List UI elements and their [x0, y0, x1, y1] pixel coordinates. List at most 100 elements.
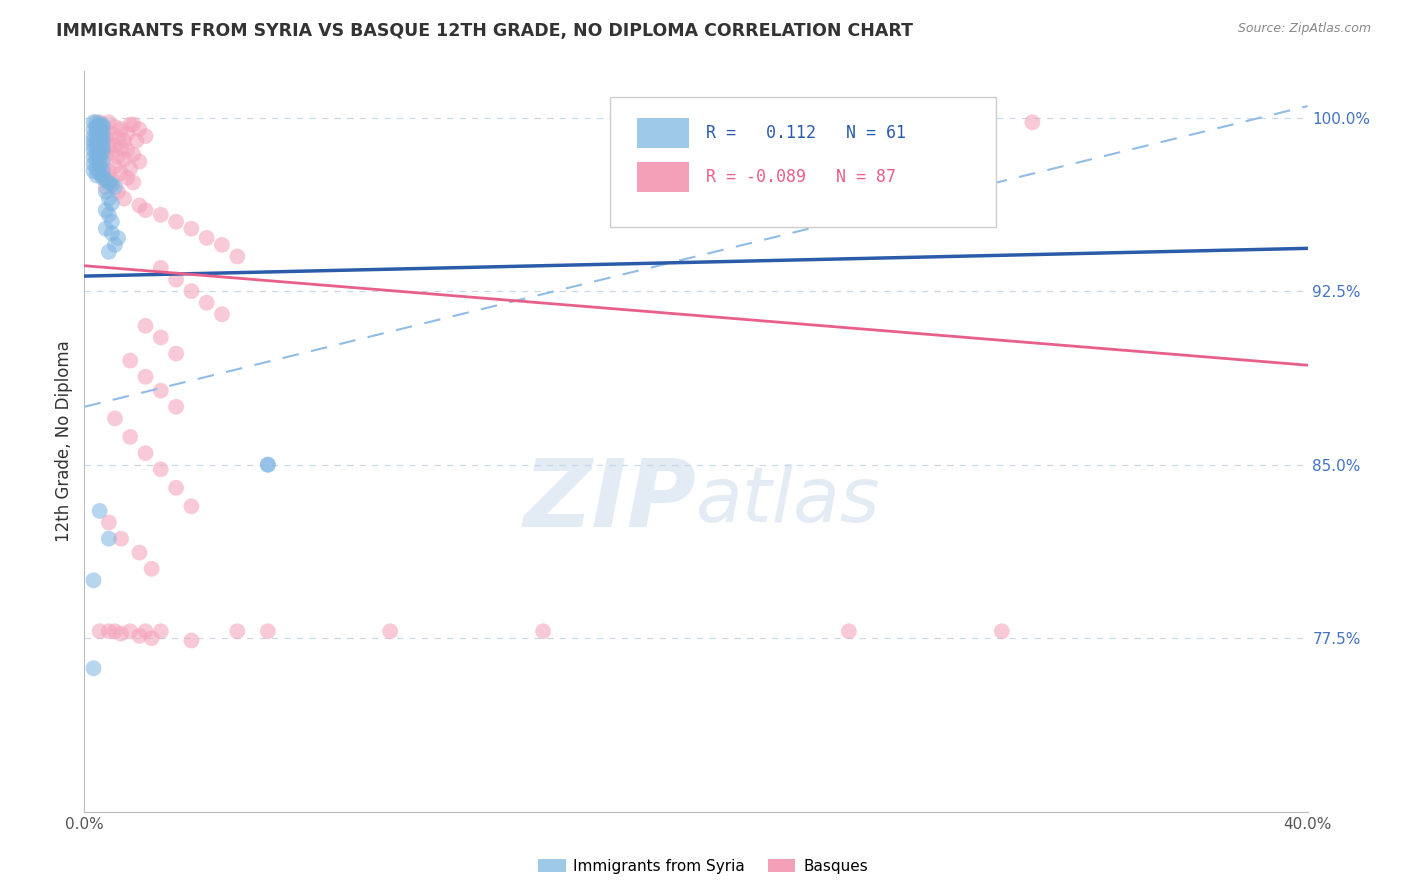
Point — [89, 138, 111, 153]
Point — [128, 154, 150, 169]
Point — [135, 624, 157, 639]
Point — [115, 143, 138, 157]
Point — [101, 173, 124, 187]
Point — [211, 307, 233, 321]
Point — [97, 244, 120, 259]
Point — [165, 346, 187, 360]
Point — [94, 147, 117, 161]
Point — [91, 143, 114, 157]
Point — [97, 138, 120, 153]
Point — [94, 173, 117, 187]
Point — [101, 196, 124, 211]
Point — [83, 157, 105, 171]
Point — [101, 178, 124, 192]
Point — [257, 624, 280, 639]
Point — [110, 122, 132, 136]
Point — [120, 161, 142, 176]
Point — [122, 147, 145, 161]
Point — [94, 131, 117, 145]
Point — [83, 164, 105, 178]
Point — [531, 624, 554, 639]
Text: Source: ZipAtlas.com: Source: ZipAtlas.com — [1237, 22, 1371, 36]
Point — [83, 150, 105, 164]
Point — [89, 166, 111, 180]
Point — [89, 143, 111, 157]
Point — [128, 629, 150, 643]
Point — [86, 120, 108, 134]
Point — [91, 169, 114, 183]
Point — [89, 129, 111, 144]
Point — [91, 131, 114, 145]
Point — [91, 164, 114, 178]
Point — [149, 462, 172, 476]
Bar — [637, 162, 689, 192]
Point — [180, 500, 202, 514]
Point — [97, 208, 120, 222]
Point — [86, 161, 108, 176]
Point — [107, 150, 129, 164]
Y-axis label: 12th Grade, No Diploma: 12th Grade, No Diploma — [55, 341, 73, 542]
Text: R =   0.112   N = 61: R = 0.112 N = 61 — [706, 124, 905, 142]
Point — [165, 215, 187, 229]
Point — [226, 624, 249, 639]
Point — [83, 115, 105, 129]
Point — [83, 143, 105, 157]
Point — [91, 124, 114, 138]
Point — [120, 430, 142, 444]
Point — [91, 136, 114, 150]
Point — [107, 231, 129, 245]
Point — [1021, 115, 1043, 129]
Point — [149, 208, 172, 222]
Point — [110, 532, 132, 546]
Point — [97, 164, 120, 178]
Point — [83, 138, 105, 153]
Point — [97, 176, 120, 190]
Point — [89, 157, 111, 171]
Point — [180, 633, 202, 648]
Point — [135, 203, 157, 218]
Point — [91, 141, 114, 155]
Point — [104, 120, 127, 134]
Point — [89, 118, 111, 132]
Point — [180, 221, 202, 235]
Point — [94, 221, 117, 235]
Point — [89, 504, 111, 518]
Point — [110, 626, 132, 640]
Point — [135, 318, 157, 333]
Point — [86, 136, 108, 150]
Point — [86, 147, 108, 161]
Point — [91, 120, 114, 134]
Point — [165, 272, 187, 286]
Point — [180, 284, 202, 298]
Point — [86, 120, 108, 134]
Bar — [637, 118, 689, 147]
Point — [165, 481, 187, 495]
Point — [89, 624, 111, 639]
Point — [149, 330, 172, 344]
Point — [89, 136, 111, 150]
Point — [97, 192, 120, 206]
Point — [112, 192, 135, 206]
Point — [104, 411, 127, 425]
Point — [135, 446, 157, 460]
Point — [83, 661, 105, 675]
Text: atlas: atlas — [696, 464, 880, 538]
Point — [101, 145, 124, 160]
Point — [107, 131, 129, 145]
Text: IMMIGRANTS FROM SYRIA VS BASQUE 12TH GRADE, NO DIPLOMA CORRELATION CHART: IMMIGRANTS FROM SYRIA VS BASQUE 12TH GRA… — [56, 22, 914, 40]
Point — [101, 227, 124, 241]
Point — [91, 170, 114, 185]
Point — [110, 166, 132, 180]
Point — [86, 127, 108, 141]
Point — [104, 159, 127, 173]
Point — [89, 153, 111, 167]
Point — [83, 134, 105, 148]
Point — [94, 185, 117, 199]
Point — [89, 159, 111, 173]
Point — [115, 127, 138, 141]
Legend: Immigrants from Syria, Basques: Immigrants from Syria, Basques — [531, 853, 875, 880]
Point — [86, 153, 108, 167]
Point — [838, 624, 860, 639]
Point — [104, 238, 127, 252]
Point — [149, 384, 172, 398]
